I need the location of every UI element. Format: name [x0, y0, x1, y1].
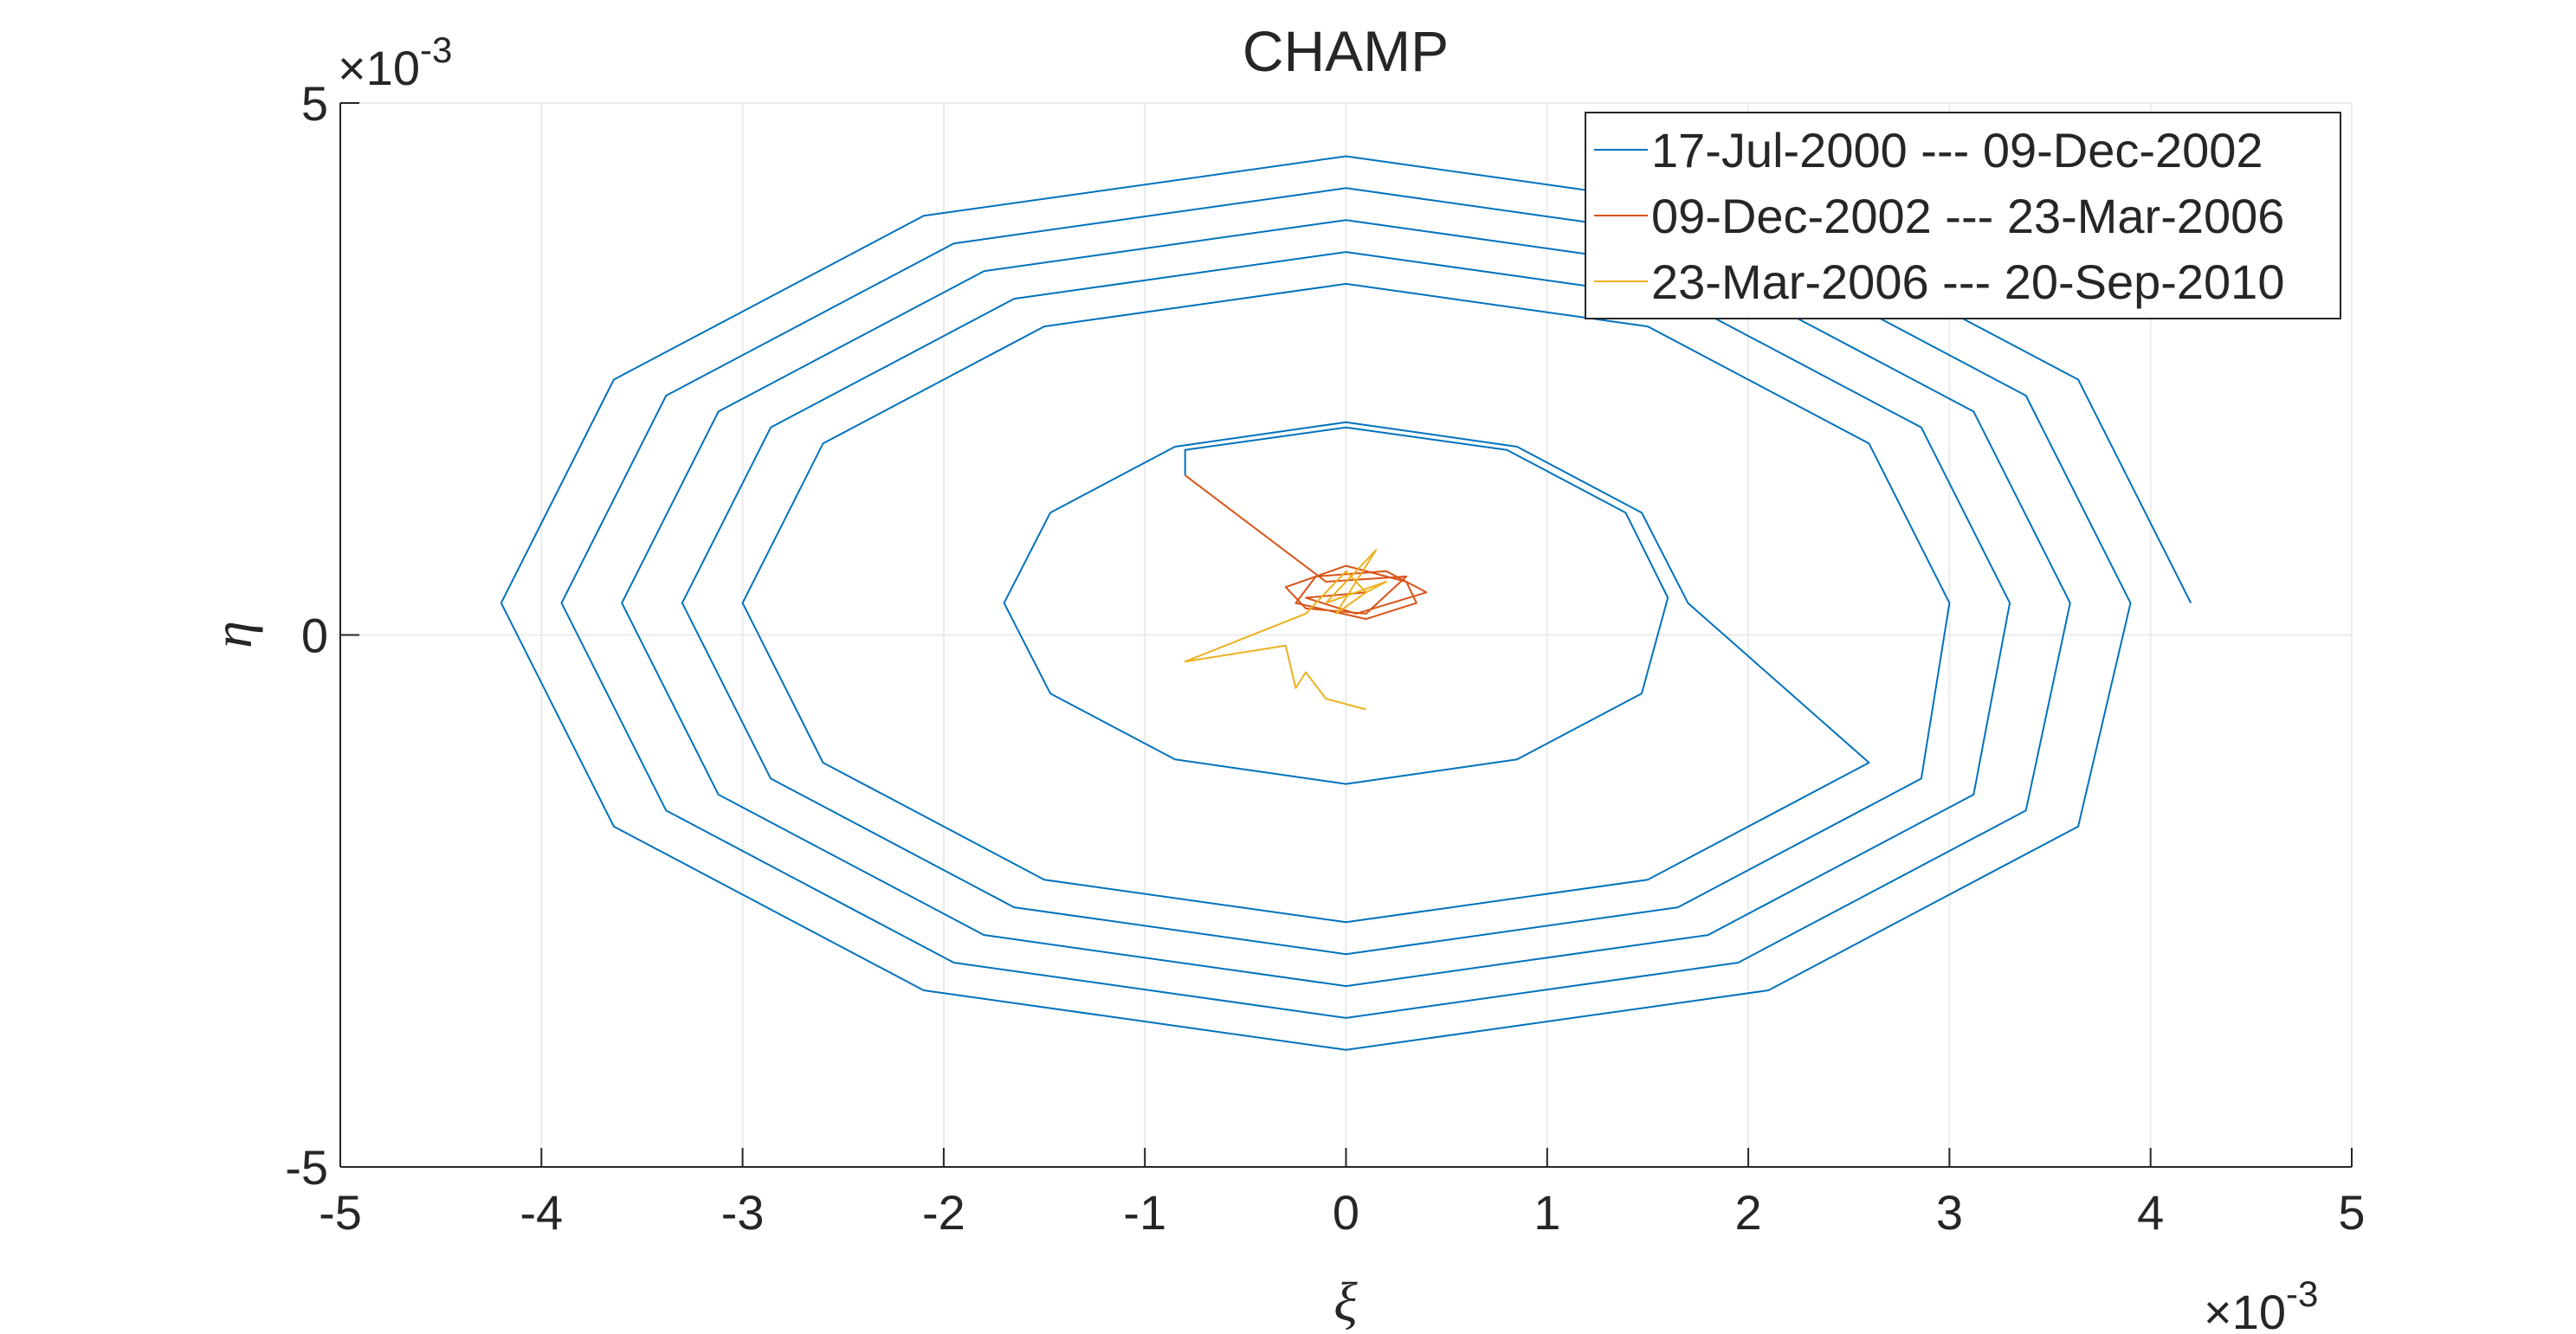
- x-exponent: ×10-3: [2204, 1273, 2318, 1334]
- series-line: [1184, 549, 1387, 711]
- legend-label: 09-Dec-2002 --- 23-Mar-2006: [1651, 189, 2284, 243]
- x-tick-label: 2: [1735, 1185, 1762, 1240]
- series-line: [1185, 474, 1428, 621]
- y-tick-label: -5: [285, 1140, 328, 1195]
- y-axis-label: η: [202, 621, 263, 648]
- x-tick-label: -5: [319, 1185, 362, 1240]
- legend: 17-Jul-2000 --- 09-Dec-2002 09-Dec-2002 -…: [1585, 112, 2341, 319]
- x-axis-label: ξ: [1333, 1271, 1358, 1332]
- x-tick-label: 4: [2137, 1185, 2164, 1240]
- legend-label: 17-Jul-2000 --- 09-Dec-2002: [1651, 123, 2263, 177]
- exponent-power: -3: [2286, 1273, 2318, 1314]
- x-tick-label: -2: [922, 1185, 965, 1240]
- exponent-power: -3: [420, 29, 452, 70]
- exponent-base: ×10: [2204, 1285, 2286, 1334]
- y-tick-label: 5: [301, 76, 328, 131]
- exponent-base: ×10: [338, 41, 420, 95]
- series-line: [500, 155, 2192, 1051]
- x-tick-label: -1: [1123, 1185, 1166, 1240]
- y-tick-label: 0: [301, 609, 328, 663]
- x-tick-label: 1: [1533, 1185, 1560, 1240]
- y-exponent: ×10-3: [338, 29, 452, 95]
- legend-box: [1585, 112, 2341, 319]
- x-tick-label: 5: [2338, 1185, 2365, 1240]
- x-tick-label: -3: [721, 1185, 765, 1240]
- x-tick-label: -4: [520, 1185, 563, 1240]
- x-tick-label: 0: [1333, 1185, 1359, 1240]
- x-tick-label: 3: [1936, 1185, 1963, 1240]
- chart-title: CHAMP: [1243, 19, 1449, 83]
- legend-label: 23-Mar-2006 --- 20-Sep-2010: [1651, 255, 2284, 309]
